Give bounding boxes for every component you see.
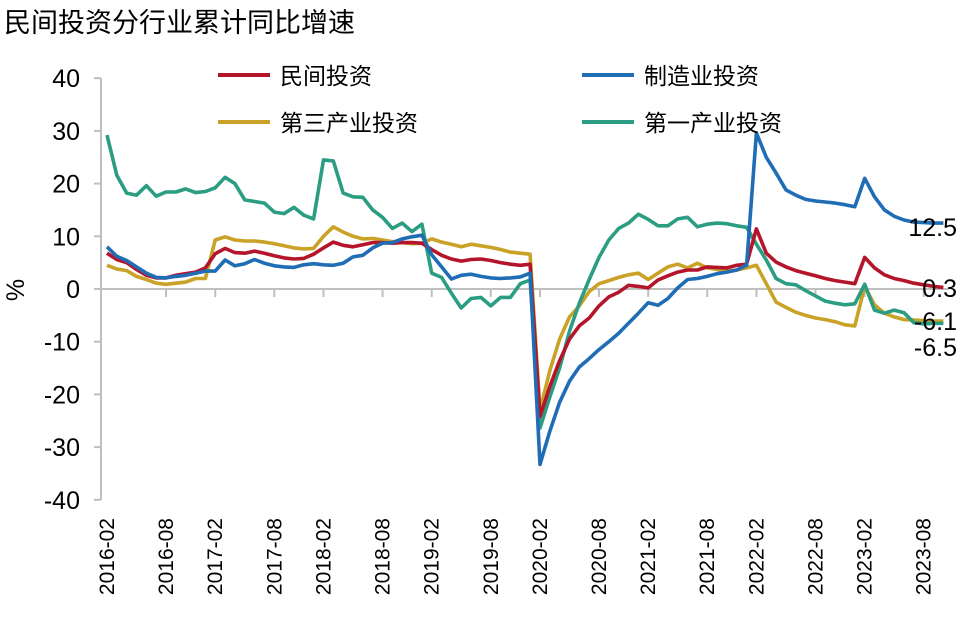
end-value-label: 0.3 xyxy=(922,275,957,303)
series-line-0 xyxy=(106,227,944,419)
end-value-label: -6.5 xyxy=(914,334,957,362)
y-tick-label: 0 xyxy=(66,276,80,304)
y-tick-label: -30 xyxy=(44,434,80,462)
end-value-label: -6.1 xyxy=(914,308,957,336)
legend-label: 民间投资 xyxy=(280,64,372,90)
x-tick-label: 2018-02 xyxy=(312,518,335,595)
end-value-label: 12.5 xyxy=(908,214,957,242)
series-line-3 xyxy=(105,134,944,430)
series-line-2 xyxy=(106,225,944,412)
x-tick-label: 2016-02 xyxy=(96,518,119,595)
y-axis-label: % xyxy=(2,279,30,301)
legend-label: 第一产业投资 xyxy=(644,111,782,137)
legend-label: 第三产业投资 xyxy=(280,111,418,137)
y-tick-label: -20 xyxy=(44,381,80,409)
x-tick-label: 2016-08 xyxy=(155,518,178,595)
x-tick-label: 2017-08 xyxy=(263,518,286,595)
x-tick-label: 2021-02 xyxy=(637,518,660,595)
x-tick-label: 2023-08 xyxy=(913,518,936,595)
series-line-1 xyxy=(105,131,944,467)
x-tick-label: 2018-08 xyxy=(372,518,395,595)
x-tick-label: 2020-08 xyxy=(588,518,611,595)
legend-label: 制造业投资 xyxy=(644,64,759,90)
legend-item: 第一产业投资 xyxy=(582,111,782,137)
y-tick-label: 10 xyxy=(52,223,80,251)
y-tick-label: -40 xyxy=(44,487,80,515)
legend-item: 第三产业投资 xyxy=(218,111,418,137)
x-tick-label: 2020-02 xyxy=(529,518,552,595)
y-tick-label: 20 xyxy=(52,171,80,199)
x-tick-label: 2019-02 xyxy=(421,518,444,595)
x-tick-label: 2022-02 xyxy=(745,518,768,595)
x-tick-label: 2017-02 xyxy=(204,518,227,595)
x-tick-label: 2023-02 xyxy=(854,518,877,595)
y-tick-label: 40 xyxy=(52,65,80,93)
chart-title: 民间投资分行业累计同比增速 xyxy=(4,8,355,39)
legend-item: 民间投资 xyxy=(218,64,372,90)
y-tick-label: 30 xyxy=(52,118,80,146)
x-tick-label: 2021-08 xyxy=(696,518,719,595)
x-tick-label: 2022-08 xyxy=(804,518,827,595)
x-tick-label: 2019-08 xyxy=(480,518,503,595)
y-tick-label: -10 xyxy=(44,329,80,357)
legend-item: 制造业投资 xyxy=(582,64,759,90)
